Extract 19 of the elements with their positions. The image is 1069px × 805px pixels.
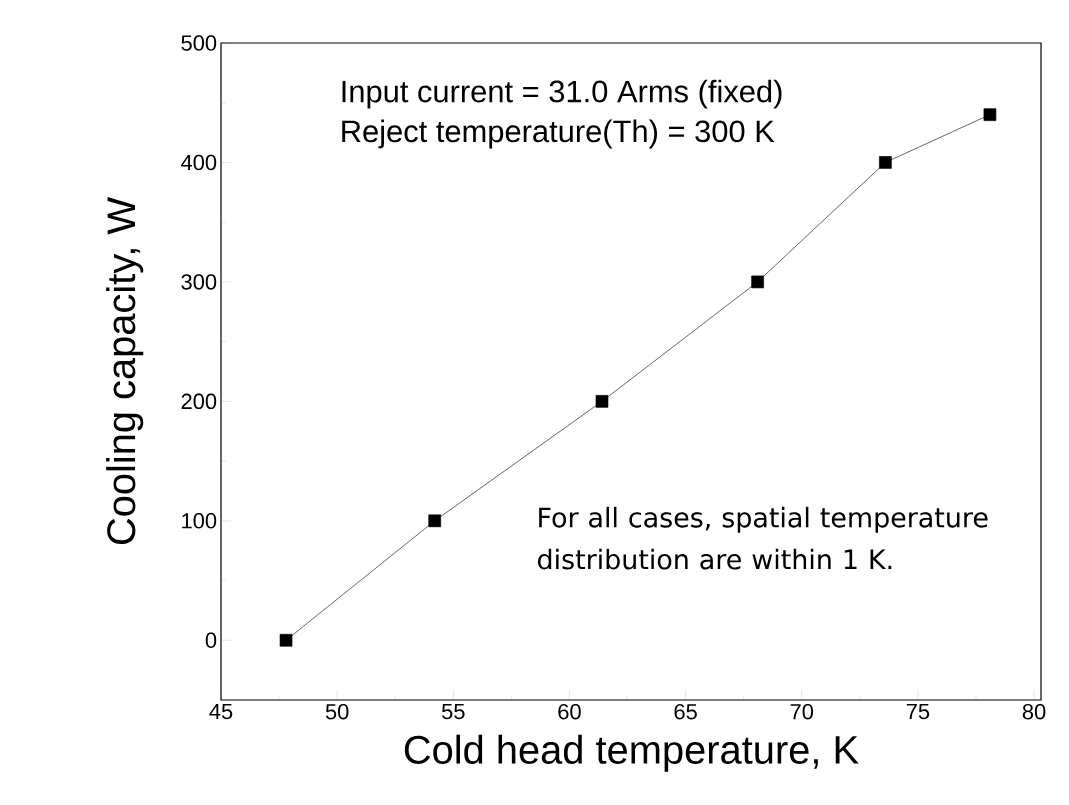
x-tick-label: 70 — [790, 703, 814, 720]
x-tick-label: 55 — [441, 703, 465, 720]
y-tick-label: 500 — [181, 35, 217, 51]
y-tick-label: 0 — [205, 632, 217, 649]
y-tick-label: 200 — [181, 393, 217, 410]
x-axis-title: Cold head temperature, K — [404, 734, 859, 772]
y-tick-label: 300 — [181, 274, 217, 290]
annotation: Input current = 31.0 Arms (fixed) — [342, 79, 782, 109]
x-tick-label: 80 — [1022, 703, 1046, 720]
x-tick-label: 45 — [209, 703, 233, 720]
y-tick-label: 100 — [182, 513, 217, 529]
x-tick-label: 60 — [558, 703, 581, 720]
annotation: For all cases, spatial temperature distribution are within 1 K. — [538, 506, 988, 570]
x-tick-label: 50 — [325, 703, 349, 720]
x-tick-label: 75 — [906, 703, 930, 720]
x-tick-label: 65 — [674, 703, 697, 720]
y-tick-label: 400 — [181, 154, 217, 171]
y-axis-title: Cooling capacity, W — [106, 197, 144, 545]
annotation: Reject temperature(Th) = 300 K — [342, 119, 775, 149]
